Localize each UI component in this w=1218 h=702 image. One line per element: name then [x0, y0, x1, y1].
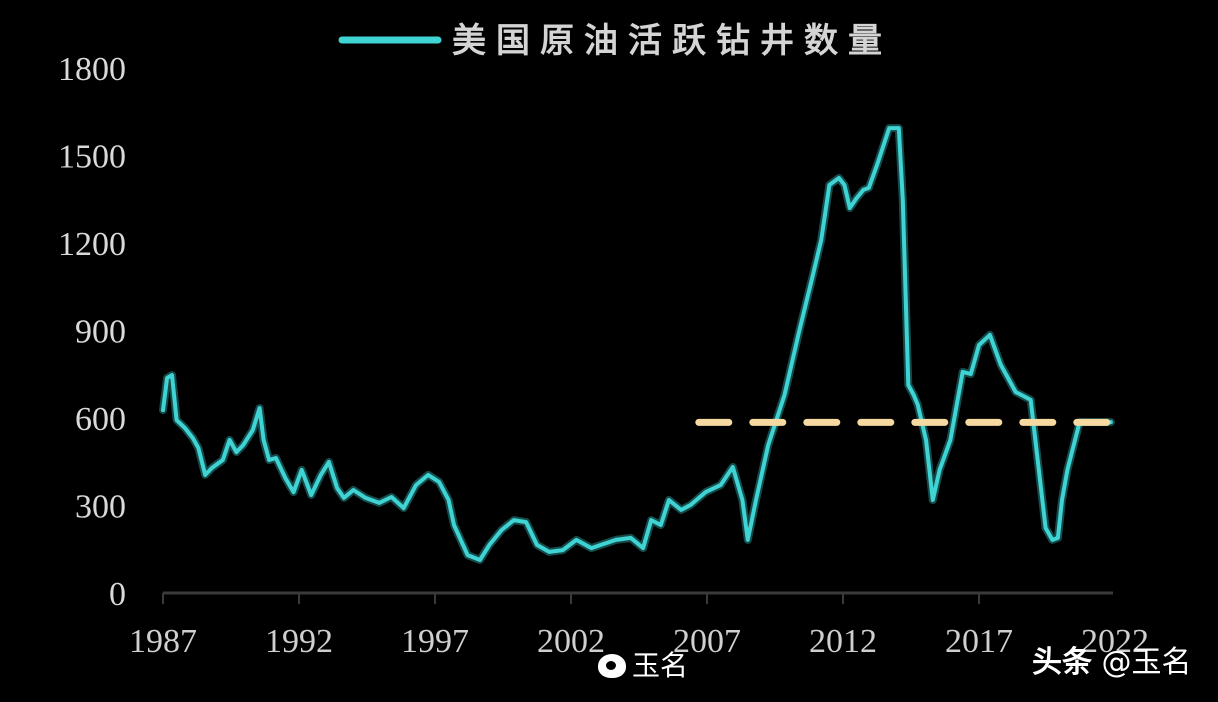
y-tick-label: 1500: [58, 139, 126, 176]
y-tick-label: 600: [75, 401, 126, 438]
y-tick-label: 0: [109, 576, 126, 613]
x-tick-label: 2012: [809, 623, 877, 660]
y-tick-label: 300: [75, 489, 126, 526]
y-tick-label: 1800: [58, 51, 126, 88]
legend: 美国原油活跃钻井数量: [338, 21, 892, 61]
x-tick-label: 1997: [401, 623, 469, 660]
plot-area: [159, 124, 1119, 564]
weibo-watermark: 玉名: [598, 652, 688, 680]
series-line-rig-count: [161, 126, 1113, 562]
series-line-glow: [159, 124, 1115, 564]
y-axis: 0 300 600 900 1200 1500 1800: [58, 51, 126, 613]
x-tick-label: 2022: [1081, 623, 1149, 660]
weibo-logo-icon: [598, 654, 626, 678]
legend-label: 美国原油活跃钻井数量: [452, 21, 892, 61]
x-tick-label: 1987: [129, 623, 197, 660]
x-tick-label: 2002: [537, 623, 605, 660]
x-tick-label: 1992: [265, 623, 333, 660]
x-tick-label: 2017: [945, 623, 1013, 660]
x-axis: 1987 1992 1997 2002 2007 2012 2017 2022: [129, 591, 1149, 660]
toutiao-brand: 头条: [1032, 645, 1092, 680]
toutiao-watermark: 头条 @玉名: [1032, 648, 1192, 678]
y-tick-label: 900: [75, 314, 126, 351]
y-tick-label: 1200: [58, 226, 126, 263]
toutiao-handle: @玉名: [1101, 645, 1192, 680]
x-tick-label: 2007: [673, 623, 741, 660]
weibo-watermark-name: 玉名: [632, 649, 689, 682]
